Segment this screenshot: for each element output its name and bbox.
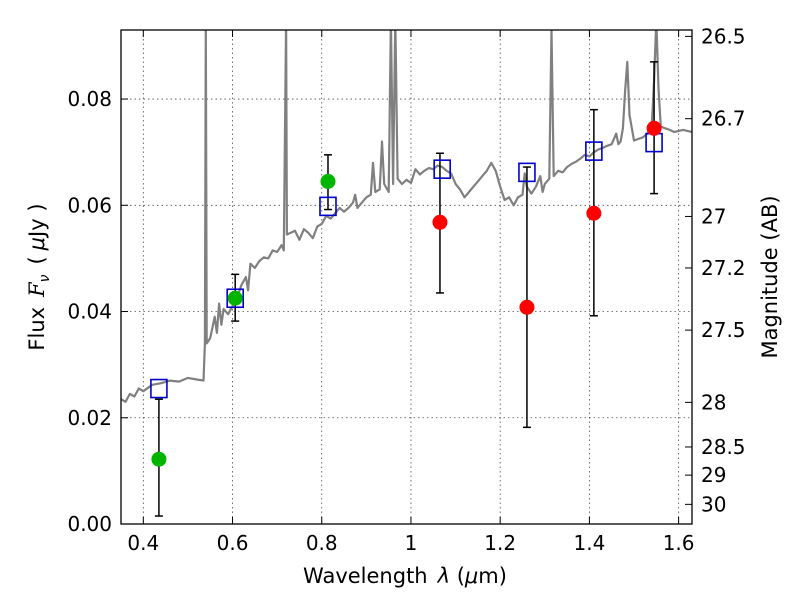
- y2-axis-label: Magnitude (AB): [758, 195, 782, 358]
- mag-tick-label: 28: [701, 390, 726, 414]
- red-point: [646, 120, 662, 136]
- plot-frame: [120, 29, 693, 525]
- red-point: [519, 299, 535, 315]
- model-box-marker: [319, 196, 337, 217]
- x-tick-label: 0.8: [306, 531, 338, 555]
- model-box-marker: [518, 162, 536, 183]
- y-tick-label: 0.08: [67, 87, 112, 111]
- mag-tick-label: 26.7: [701, 107, 746, 131]
- x-tick-label: 0.4: [127, 531, 159, 555]
- x-tick-label: 1.4: [573, 531, 605, 555]
- spectrum-line: [121, 30, 692, 403]
- green-point: [151, 451, 167, 467]
- axis-ticks: 0.4 0.6 0.8 1 1.2 1.4 1.6 0.00 0.02 0.04 0.06 0.08 2…: [67, 24, 745, 555]
- y-tick-label: 0.06: [67, 193, 112, 217]
- mag-tick-label: 28.5: [701, 435, 746, 459]
- spectrum-series: [121, 30, 692, 403]
- y-tick-label: 0.00: [67, 512, 112, 536]
- mag-tick-label: 26.5: [701, 24, 746, 48]
- mag-tick-label: 27: [701, 204, 726, 228]
- red-point: [432, 214, 448, 230]
- green-point: [227, 290, 243, 306]
- model-box-marker: [226, 288, 244, 309]
- mag-tick-label: 29: [701, 463, 726, 487]
- y-axis-label: FluxFν(μJy ): [25, 203, 53, 350]
- y-tick-label: 0.02: [67, 406, 112, 430]
- model-box-marker: [150, 378, 168, 399]
- model-box-marker: [585, 141, 603, 161]
- photometry-points: [151, 120, 662, 467]
- mag-tick-label: 27.2: [701, 256, 746, 280]
- mag-tick-label: 30: [701, 492, 726, 516]
- x-tick-label: 1: [405, 531, 418, 555]
- model-boxes: [150, 132, 663, 399]
- mag-tick-label: 27.5: [701, 318, 746, 342]
- x-tick-label: 1.6: [663, 531, 695, 555]
- x-tick-label: 0.6: [217, 531, 249, 555]
- red-point: [586, 205, 602, 221]
- green-point: [320, 173, 336, 189]
- y-tick-label: 0.04: [67, 300, 112, 324]
- x-axis-label: Wavelength λ (μm): [303, 564, 507, 588]
- x-tick-label: 1.2: [484, 531, 516, 555]
- model-box-marker: [433, 159, 451, 179]
